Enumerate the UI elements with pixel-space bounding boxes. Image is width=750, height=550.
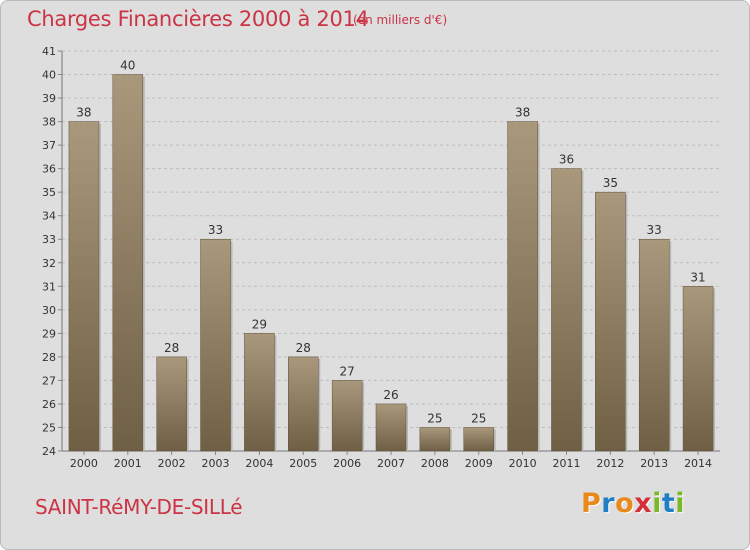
chart-unit-label: (en milliers d'€) — [353, 13, 448, 27]
data-label: 28 — [296, 341, 311, 355]
x-tick-label: 2012 — [596, 457, 624, 470]
y-tick-label: 39 — [42, 92, 56, 105]
y-tick-label: 38 — [42, 116, 56, 129]
logo-letter: x — [634, 488, 653, 519]
data-label: 28 — [164, 341, 179, 355]
y-tick-label: 29 — [42, 327, 56, 340]
commune-name: SAINT-RéMY-DE-SILLé — [35, 495, 243, 519]
y-tick-label: 25 — [42, 421, 56, 434]
x-tick-label: 2013 — [640, 457, 668, 470]
data-label: 26 — [383, 388, 398, 402]
y-tick-label: 33 — [42, 233, 56, 246]
bar-2003 — [200, 238, 231, 452]
bar-2001 — [112, 74, 144, 452]
y-tick-label: 24 — [42, 445, 56, 458]
bar-2004 — [244, 333, 275, 452]
data-label: 25 — [471, 411, 486, 425]
x-tick-label: 2006 — [333, 457, 361, 470]
bar-2005 — [288, 356, 319, 452]
y-tick-label: 26 — [42, 398, 56, 411]
bar-2010 — [507, 121, 538, 452]
y-tick-label: 36 — [42, 163, 56, 176]
bar-2014 — [682, 286, 714, 452]
y-tick-label: 27 — [42, 374, 56, 387]
x-tick-label: 2009 — [465, 457, 493, 470]
bar-2011 — [551, 168, 582, 452]
bar-2006 — [331, 380, 363, 452]
bar-2007 — [375, 403, 407, 452]
bar-2013 — [638, 238, 670, 452]
logo-letter: i — [652, 488, 662, 519]
bar-2002 — [156, 356, 187, 452]
bar-2012 — [595, 191, 626, 452]
x-tick-label: 2000 — [70, 457, 98, 470]
logo-letter: i — [675, 488, 686, 519]
x-tick-label: 2002 — [158, 457, 186, 470]
x-tick-label: 2014 — [684, 457, 712, 470]
axes: 24 25 26 27 28 29 30 31 32 33 34 35 36 37 38 39 40 41 — [42, 45, 720, 458]
proxiti-logo[interactable]: Proxiti — [581, 488, 691, 524]
y-tick-label: 32 — [42, 257, 56, 270]
data-label: 38 — [515, 106, 530, 120]
y-tick-label: 40 — [42, 69, 56, 82]
bar-2008 — [419, 427, 451, 452]
data-label: 38 — [76, 106, 91, 120]
logo-letter: o — [615, 488, 635, 519]
x-tick-label: 2001 — [114, 457, 142, 470]
data-label: 27 — [339, 364, 354, 378]
bar-2009 — [463, 427, 494, 452]
y-tick-label: 30 — [42, 304, 56, 317]
y-tick-label: 31 — [42, 280, 56, 293]
bar-2000 — [68, 121, 100, 452]
x-tick-label: 2003 — [202, 457, 230, 470]
data-label: 29 — [252, 317, 267, 331]
labels: 38 2000 40 2001 28 2002 33 2003 29 2004 28 2005 27 20… — [70, 59, 712, 470]
x-tick-label: 2004 — [245, 457, 273, 470]
y-tick-label: 37 — [42, 139, 56, 152]
x-tick-label: 2010 — [509, 457, 537, 470]
x-tick-label: 2005 — [289, 457, 317, 470]
data-label: 25 — [427, 411, 442, 425]
data-label: 33 — [208, 223, 223, 237]
data-label: 31 — [690, 270, 705, 284]
y-tick-label: 28 — [42, 351, 56, 364]
bars — [68, 74, 716, 452]
data-label: 36 — [559, 153, 574, 167]
data-label: 33 — [647, 223, 662, 237]
data-label: 35 — [603, 176, 618, 190]
y-tick-label: 34 — [42, 210, 56, 223]
logo-letter: P — [581, 488, 602, 519]
logo-letter: t — [661, 488, 676, 519]
logo-letter: r — [601, 488, 616, 519]
y-tick-label: 35 — [42, 186, 56, 199]
chart-title: Charges Financières 2000 à 2014 — [27, 7, 369, 31]
data-label: 40 — [120, 59, 135, 73]
x-tick-label: 2007 — [377, 457, 405, 470]
x-tick-label: 2011 — [552, 457, 580, 470]
y-tick-label: 41 — [42, 45, 56, 58]
x-tick-label: 2008 — [421, 457, 449, 470]
